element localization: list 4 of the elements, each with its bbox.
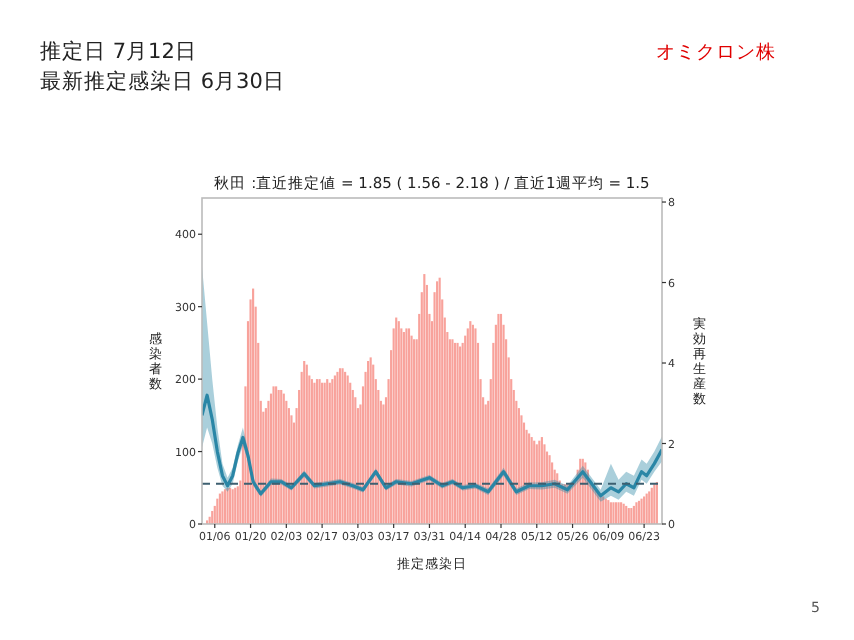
text: オミクロン株 <box>656 40 776 64</box>
text: 最新推定感染日 6月30日 <box>40 68 285 94</box>
text: 推定日 7月12日 <box>40 38 197 64</box>
line-series <box>202 393 662 498</box>
